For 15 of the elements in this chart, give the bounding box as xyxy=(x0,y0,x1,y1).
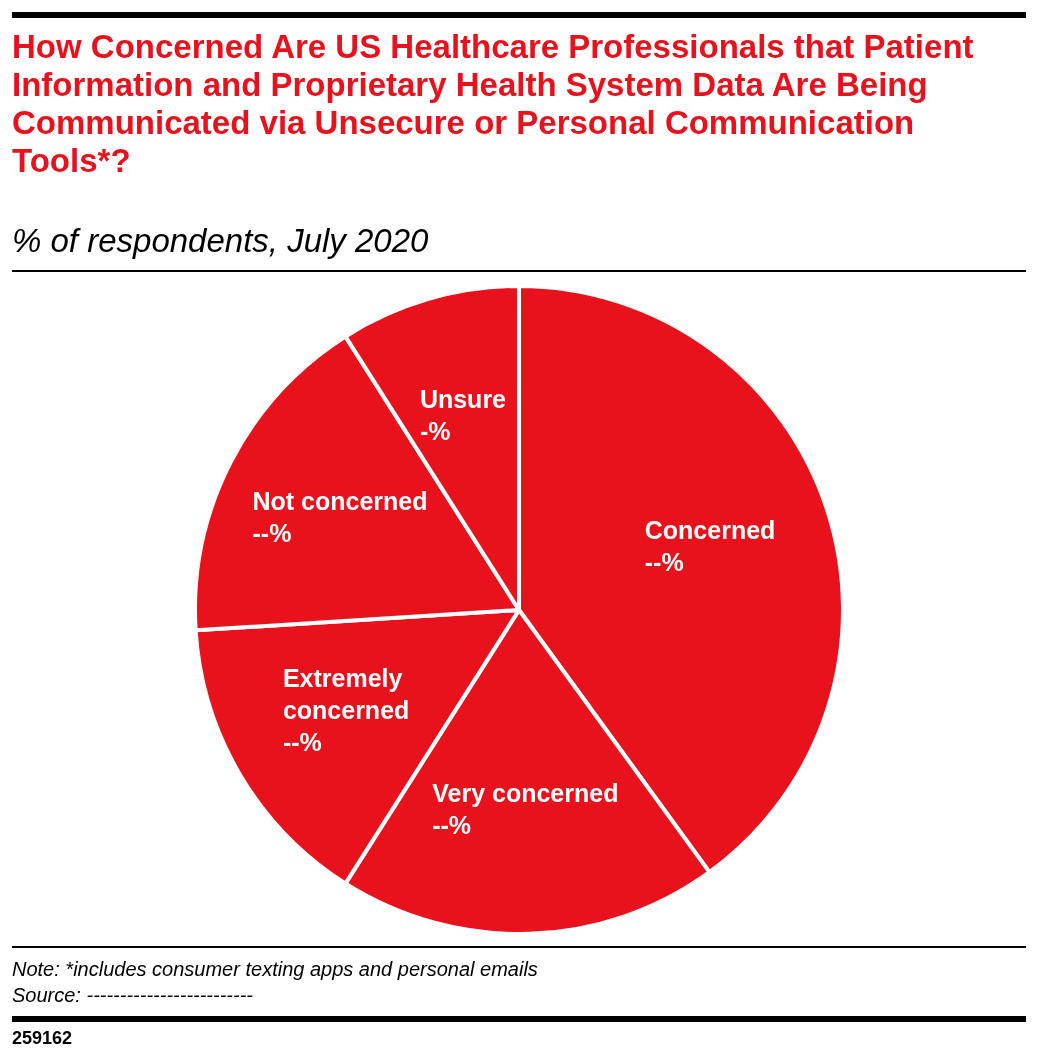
slice-label: Not concerned xyxy=(252,486,428,515)
source-note: Source: ------------------------- xyxy=(12,983,254,1008)
slice-label: Unsure xyxy=(419,384,507,413)
slice-label: Very concerned xyxy=(432,778,619,807)
data-label: --% xyxy=(252,518,292,547)
chart-title: How Concerned Are US Healthcare Professionals that Patient Information and Proprietary Health System Data Are Being Communicated via Unsecure or Personal Communication Tools*? xyxy=(12,28,975,180)
slice-label: Extremely concerned xyxy=(282,664,410,725)
data-label: --% xyxy=(282,728,322,757)
data-label: --% xyxy=(432,810,472,839)
text: Note: *includes consumer texting apps and personal emails xyxy=(12,957,538,982)
slice-label: Concerned xyxy=(644,515,776,544)
data-label: -% xyxy=(419,416,451,445)
data-label: --% xyxy=(644,547,684,576)
text: 259162 xyxy=(12,1028,73,1049)
chart-subtitle: % of respondents, July 2020 xyxy=(12,222,429,260)
